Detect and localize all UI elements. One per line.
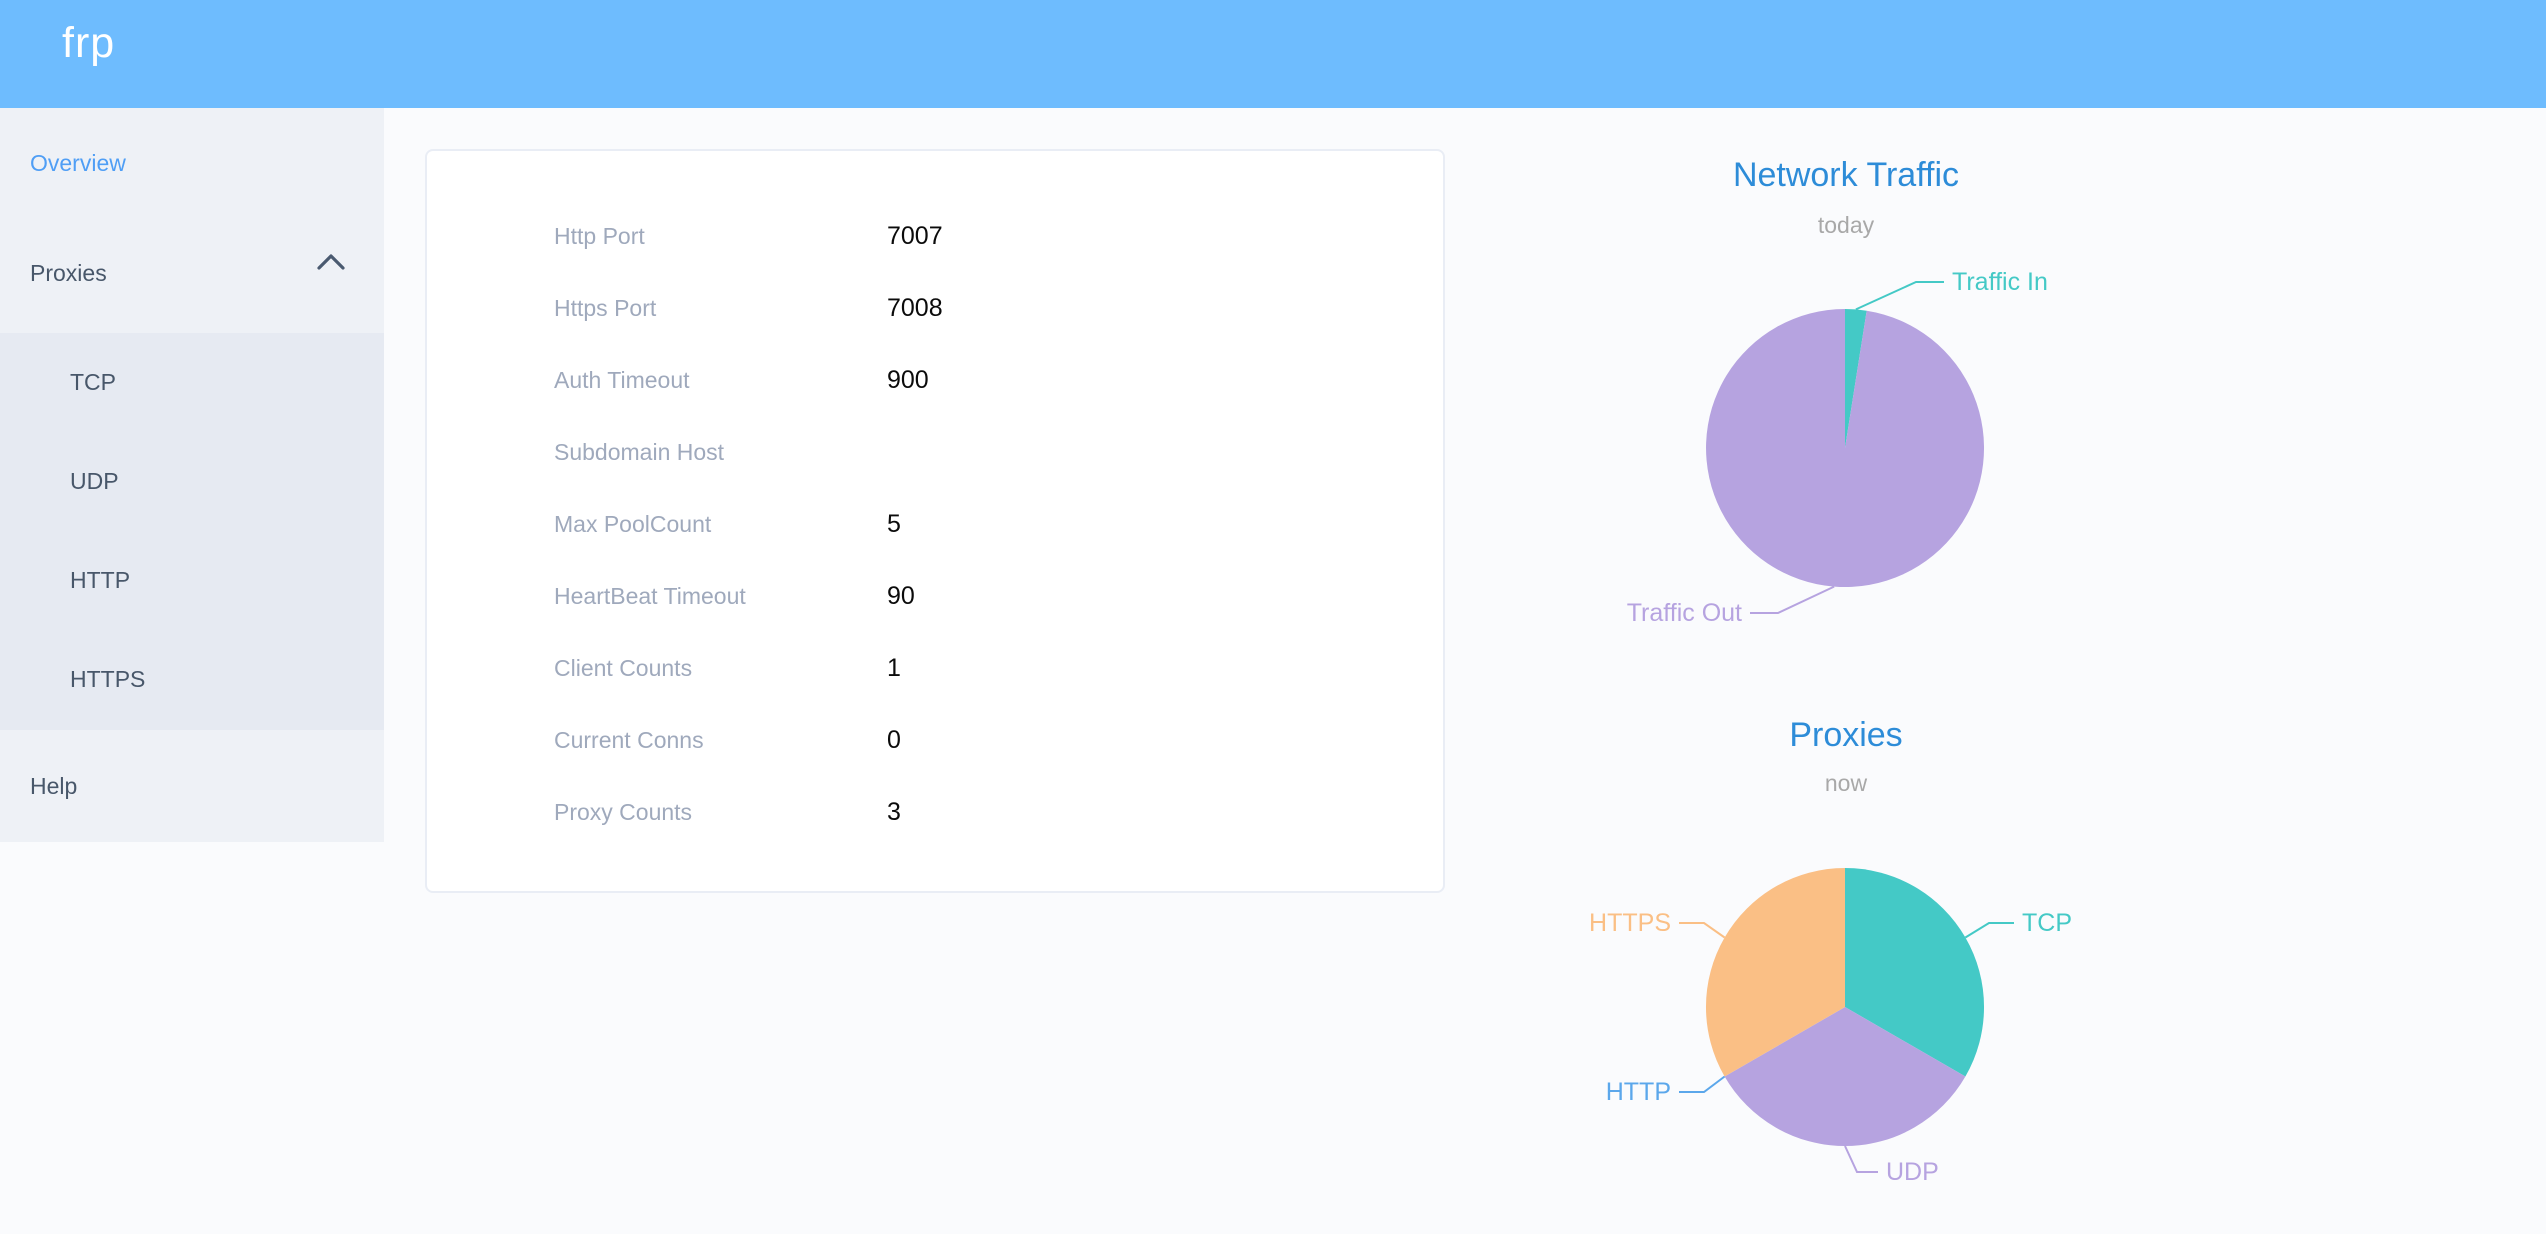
table-row: Max PoolCount 5 bbox=[427, 488, 1443, 560]
proxies-pie-chart: TCP UDP HTTP HTTPS bbox=[1589, 868, 2072, 1186]
sidebar-item-label: Help bbox=[30, 773, 78, 799]
pie-slice-traffic-out[interactable] bbox=[1706, 309, 1985, 587]
app-logo: frp bbox=[62, 19, 116, 67]
table-row: Http Port 7007 bbox=[427, 200, 1443, 272]
header-bar: frp bbox=[0, 0, 2546, 108]
row-label: HeartBeat Timeout bbox=[554, 582, 746, 609]
row-label: Https Port bbox=[554, 294, 657, 321]
pie-label-line-tcp bbox=[1964, 922, 2014, 939]
sidebar-item-udp[interactable]: UDP bbox=[0, 432, 384, 531]
row-label: Max PoolCount bbox=[554, 510, 712, 537]
table-row: Proxy Counts 3 bbox=[427, 776, 1443, 848]
pie-slice-udp[interactable] bbox=[1724, 1007, 1966, 1147]
chart-title-network-traffic: Network Traffic bbox=[1732, 156, 1960, 194]
chart-title-proxies: Proxies bbox=[1789, 716, 1903, 754]
sidebar-item-label: Proxies bbox=[30, 260, 107, 286]
row-value: 900 bbox=[887, 365, 929, 394]
sidebar-item-label: UDP bbox=[70, 468, 119, 494]
row-label: Proxy Counts bbox=[554, 798, 693, 825]
row-label: Auth Timeout bbox=[554, 366, 690, 393]
pie-label-https: HTTPS bbox=[1589, 909, 1671, 937]
pie-label-udp: UDP bbox=[1886, 1158, 1939, 1186]
pie-label-tcp: TCP bbox=[2022, 909, 2072, 937]
table-row: Client Counts 1 bbox=[427, 632, 1443, 704]
pie-label-traffic-in: Traffic In bbox=[1952, 268, 2048, 296]
table-row: Subdomain Host bbox=[427, 416, 1443, 488]
pie-label-line-http bbox=[1679, 1075, 1726, 1093]
table-row: Https Port 7008 bbox=[427, 272, 1443, 344]
proxies-submenu: TCP UDP HTTP HTTPS bbox=[0, 333, 384, 730]
sidebar-item-label: HTTPS bbox=[70, 666, 146, 692]
sidebar-item-http[interactable]: HTTP bbox=[0, 531, 384, 630]
row-value: 0 bbox=[887, 725, 901, 754]
chart-subtitle-now: now bbox=[1824, 770, 1868, 796]
row-value: 5 bbox=[887, 509, 901, 538]
row-value: 90 bbox=[887, 581, 915, 610]
pie-slice-tcp[interactable] bbox=[1845, 868, 1985, 1077]
pie-slice-traffic-in[interactable] bbox=[1845, 309, 1867, 448]
table-row: Current Conns 0 bbox=[427, 704, 1443, 776]
pie-label-traffic-out: Traffic Out bbox=[1627, 599, 1742, 627]
row-value: 3 bbox=[887, 797, 901, 826]
pie-label-line-https bbox=[1679, 922, 1726, 939]
sidebar: Overview Proxies TCP UDP HTTP HTTPS Help bbox=[0, 108, 384, 842]
pie-label-line-udp bbox=[1844, 1145, 1878, 1173]
sidebar-item-label: TCP bbox=[70, 369, 116, 395]
pie-label-line-traffic-in bbox=[1855, 281, 1944, 311]
sidebar-item-help[interactable]: Help bbox=[0, 730, 384, 842]
sidebar-item-tcp[interactable]: TCP bbox=[0, 333, 384, 432]
sidebar-item-label: HTTP bbox=[70, 567, 131, 593]
chevron-up-icon bbox=[317, 254, 345, 270]
row-label: Subdomain Host bbox=[554, 438, 725, 465]
row-label: Http Port bbox=[554, 222, 645, 249]
pie-label-line-traffic-out bbox=[1750, 585, 1835, 614]
server-info-card: Http Port 7007 Https Port 7008 Auth Time… bbox=[425, 149, 1445, 893]
row-label: Current Conns bbox=[554, 726, 704, 753]
pie-label-http: HTTP bbox=[1606, 1078, 1671, 1106]
row-value: 1 bbox=[887, 653, 901, 682]
sidebar-item-proxies[interactable]: Proxies bbox=[0, 218, 384, 328]
sidebar-item-overview[interactable]: Overview bbox=[0, 108, 384, 218]
chart-subtitle-today: today bbox=[1817, 212, 1875, 238]
row-value: 7008 bbox=[887, 293, 943, 322]
sidebar-item-label: Overview bbox=[30, 150, 126, 176]
table-row: HeartBeat Timeout 90 bbox=[427, 560, 1443, 632]
table-row: Auth Timeout 900 bbox=[427, 344, 1443, 416]
network-traffic-pie-chart: Traffic In Traffic Out bbox=[1627, 268, 2048, 627]
row-value: 7007 bbox=[887, 221, 943, 250]
sidebar-item-https[interactable]: HTTPS bbox=[0, 630, 384, 729]
row-label: Client Counts bbox=[554, 654, 693, 681]
pie-slice-https[interactable] bbox=[1705, 868, 1845, 1077]
